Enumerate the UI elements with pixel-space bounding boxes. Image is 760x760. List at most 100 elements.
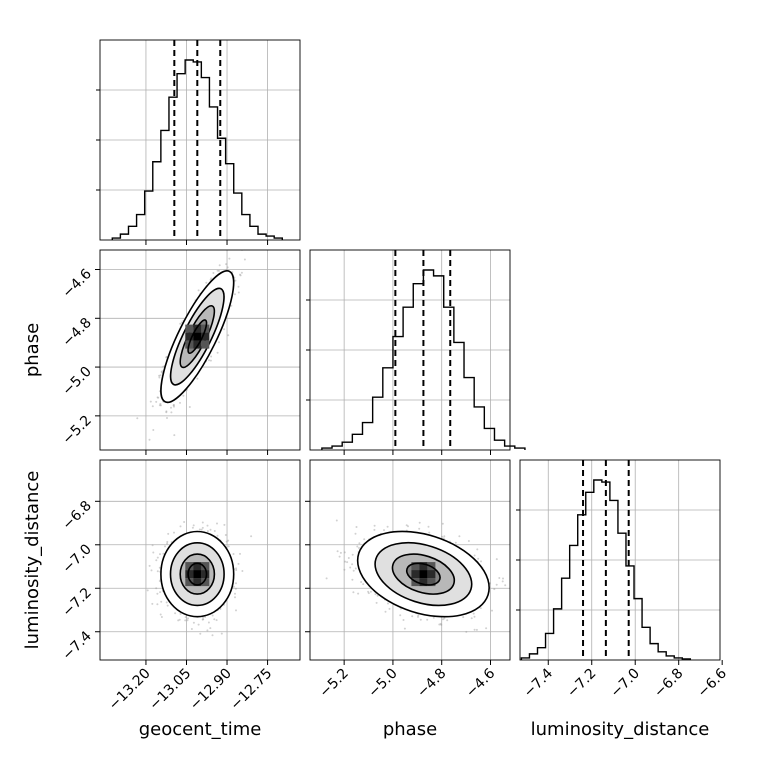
sample-point (384, 610, 387, 613)
sample-point (234, 279, 237, 282)
sample-point (209, 627, 212, 630)
sample-point (407, 525, 409, 528)
density-cell (185, 578, 194, 587)
density-cell (185, 570, 194, 579)
sample-point (179, 612, 182, 615)
sample-point (458, 535, 461, 538)
sample-point (192, 524, 195, 527)
sample-point (475, 628, 478, 631)
sample-point (477, 557, 480, 560)
sample-point (235, 569, 238, 571)
density-cell (193, 324, 202, 333)
sample-point (155, 400, 158, 403)
sample-point (335, 519, 338, 522)
histogram-step-phase (321, 269, 526, 450)
sample-point (239, 552, 241, 555)
sample-point (200, 528, 203, 531)
sample-point (152, 429, 155, 431)
sample-point (223, 328, 226, 331)
sample-point (239, 274, 242, 277)
sample-point (227, 539, 230, 542)
sample-point (164, 545, 166, 548)
sample-point (250, 535, 253, 538)
sample-point (467, 540, 470, 542)
sample-point (369, 590, 372, 593)
sample-point (199, 632, 202, 635)
sample-point (210, 277, 213, 280)
sample-point (159, 591, 162, 594)
density-cell (185, 562, 194, 571)
sample-point (235, 567, 238, 570)
sample-point (160, 600, 163, 603)
sample-point (354, 567, 357, 570)
sample-point (218, 269, 220, 272)
sample-point (405, 524, 408, 527)
sample-point (441, 535, 444, 538)
sample-point (225, 263, 228, 266)
sample-point (374, 593, 377, 596)
sample-point (172, 404, 175, 406)
sample-point (179, 525, 182, 528)
sample-point (472, 612, 475, 615)
sample-point (192, 621, 195, 624)
sample-point (177, 619, 180, 622)
sample-point (221, 247, 223, 249)
sample-point (162, 365, 165, 368)
density-cell (193, 562, 202, 571)
sample-point (207, 621, 210, 624)
sample-point (146, 589, 149, 592)
sample-point (237, 562, 240, 565)
sample-point (428, 531, 431, 534)
sample-point (167, 532, 170, 535)
sample-point (218, 341, 220, 344)
sample-point (160, 371, 163, 373)
sample-point (226, 266, 229, 269)
sample-point (418, 527, 421, 530)
sample-point (136, 417, 139, 420)
scatter-panel-luminosity_distance-vs-phase (309, 459, 511, 661)
sample-point (443, 617, 446, 620)
sample-point (351, 553, 354, 556)
sample-point (325, 577, 328, 580)
sample-point (152, 551, 155, 554)
sample-point (187, 617, 189, 620)
hist-panel-phase (306, 249, 526, 451)
sample-point (156, 603, 159, 606)
sample-point (211, 614, 214, 617)
sample-point (232, 585, 235, 588)
sample-point (234, 596, 236, 599)
sample-point (432, 616, 435, 619)
density-cell (201, 332, 210, 341)
sample-point (230, 304, 233, 307)
sample-point (355, 526, 358, 528)
sample-point (399, 614, 402, 617)
sample-point (343, 568, 346, 571)
sample-point (215, 619, 218, 622)
sample-point (156, 570, 159, 573)
sample-point (476, 548, 479, 551)
sample-point (156, 556, 159, 559)
sample-point (419, 618, 422, 621)
sample-point (367, 590, 370, 593)
sample-point (485, 627, 488, 630)
sample-point (161, 370, 164, 373)
density-cell (201, 340, 210, 349)
sample-point (201, 618, 204, 621)
sample-point (373, 524, 376, 527)
sample-point (418, 521, 421, 524)
sample-point (206, 524, 209, 527)
density-cell (193, 340, 202, 349)
sample-point (367, 592, 370, 595)
sample-point (160, 616, 163, 618)
sample-point (339, 551, 342, 554)
sample-point (351, 578, 354, 581)
sample-point (166, 417, 168, 419)
sample-point (446, 619, 449, 622)
sample-point (234, 587, 237, 590)
sample-point (241, 570, 244, 572)
panel-frame (99, 39, 301, 241)
sample-point (159, 404, 162, 407)
sample-point (213, 618, 216, 621)
sample-point (209, 359, 212, 362)
